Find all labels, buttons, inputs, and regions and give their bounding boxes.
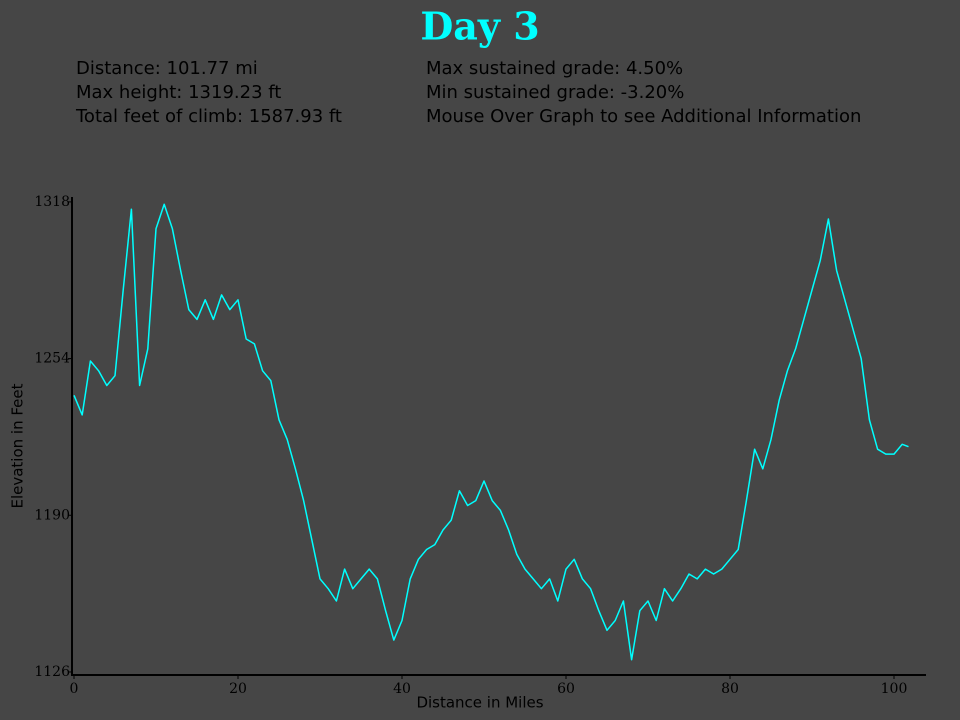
x-tick-label: 80 (721, 681, 739, 697)
y-axis-label: Elevation in Feet (9, 383, 27, 508)
stat-text: Max sustained grade: 4.50% (426, 58, 683, 79)
x-tick-label: 60 (557, 681, 575, 697)
y-tick-label: 1318 (34, 194, 70, 210)
y-tick-label: 1254 (34, 351, 70, 367)
y-tick-label: 1126 (34, 664, 70, 680)
x-axis-label: Distance in Miles (416, 694, 543, 712)
stat-text: Max height: 1319.23 ft (76, 82, 281, 103)
x-tick-label: 20 (229, 681, 247, 697)
x-tick-label: 100 (881, 681, 908, 697)
x-tick-label: 40 (393, 681, 411, 697)
stat-text: Total feet of climb: 1587.93 ft (75, 106, 342, 127)
chart-title: Day 3 (420, 4, 539, 49)
stat-text: Min sustained grade: -3.20% (426, 82, 684, 103)
stat-text: Mouse Over Graph to see Additional Infor… (426, 106, 861, 127)
x-tick-label: 0 (70, 681, 79, 697)
y-tick-label: 1190 (34, 507, 70, 523)
stat-text: Distance: 101.77 mi (76, 58, 258, 79)
elevation-line (73, 203, 909, 661)
